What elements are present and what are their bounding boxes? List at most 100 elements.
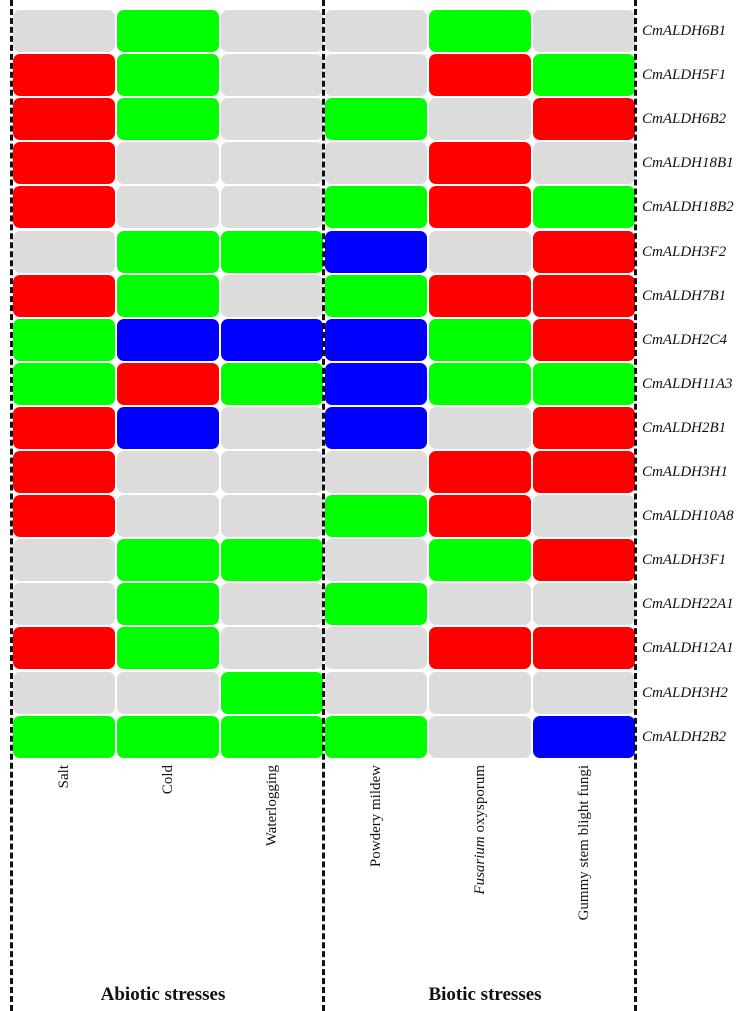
gene-label: CmALDH6B1 — [642, 23, 727, 39]
condition-label: Gummy stem blight fungi — [576, 765, 592, 920]
heatmap-cell — [221, 406, 323, 449]
heatmap-cell — [117, 186, 219, 229]
heatmap-cell — [533, 671, 635, 714]
heatmap-cell — [429, 539, 531, 582]
heatmap-cell — [13, 10, 115, 52]
heatmap-cell — [325, 406, 427, 449]
heatmap-cell — [533, 539, 635, 582]
heatmap-cell — [429, 274, 531, 317]
heatmap-cell — [117, 318, 219, 361]
heatmap-cell — [117, 715, 219, 758]
heatmap-cell — [221, 451, 323, 493]
gene-label: CmALDH6B2 — [642, 111, 727, 128]
heatmap-cell — [13, 318, 115, 361]
heatmap-cell — [221, 495, 323, 538]
heatmap-cell — [13, 98, 115, 141]
heatmap-cell — [221, 274, 323, 317]
condition-label-text: Salt — [56, 765, 72, 789]
heatmap-cell — [13, 230, 115, 273]
gene-label: CmALDH18B2 — [642, 199, 734, 216]
heatmap-cell — [13, 495, 115, 538]
condition-label-text: oxysporum — [472, 765, 488, 837]
heatmap-cell — [13, 715, 115, 758]
heatmap-cell — [13, 362, 115, 405]
heatmap-cell — [117, 142, 219, 185]
heatmap-cell — [429, 495, 531, 538]
heatmap-cell — [221, 627, 323, 670]
gene-label: CmALDH2B1 — [642, 419, 727, 436]
heatmap-cell — [533, 451, 635, 493]
heatmap-cell — [221, 539, 323, 582]
gene-label: CmALDH5F1 — [642, 67, 727, 84]
gene-label: CmALDH2B2 — [642, 728, 727, 745]
heatmap-cell — [429, 451, 531, 493]
heatmap-cell — [325, 715, 427, 758]
heatmap-cell — [533, 274, 635, 317]
gene-label: CmALDH3H1 — [642, 464, 728, 480]
heatmap-cell — [117, 54, 219, 97]
heatmap-cell — [325, 54, 427, 97]
heatmap-cell — [221, 230, 323, 273]
gene-label: CmALDH18B1 — [642, 155, 734, 172]
heatmap-cell — [221, 671, 323, 714]
heatmap-cell — [533, 98, 635, 141]
heatmap-cell — [117, 671, 219, 714]
heatmap-cell — [325, 495, 427, 538]
heatmap-cell — [429, 54, 531, 97]
group-label-abiotic: Abiotic stresses — [100, 984, 226, 1005]
heatmap-cell — [13, 671, 115, 714]
heatmap-cell — [325, 451, 427, 493]
gene-label: CmALDH22A1 — [642, 596, 734, 613]
middle-divider — [322, 0, 325, 1011]
condition-label-text: Waterlogging — [264, 765, 280, 847]
heatmap-cell — [117, 583, 219, 626]
gene-label: CmALDH3F2 — [642, 243, 727, 260]
heatmap-cell — [13, 54, 115, 97]
heatmap-cell — [429, 142, 531, 185]
heatmap-cell — [325, 671, 427, 714]
heatmap-cell — [429, 230, 531, 273]
gene-label: CmALDH7B1 — [642, 287, 727, 304]
heatmap-cell — [117, 10, 219, 52]
heatmap-cell — [533, 495, 635, 538]
heatmap-cell — [221, 583, 323, 626]
gene-label: CmALDH3F1 — [642, 552, 727, 569]
heatmap-cell — [325, 186, 427, 229]
heatmap-cell — [117, 627, 219, 670]
heatmap-cell — [13, 186, 115, 229]
heatmap-cell — [325, 142, 427, 185]
heatmap-cell — [221, 10, 323, 52]
gene-label: CmALDH3H2 — [642, 684, 728, 701]
heatmap-cell — [13, 142, 115, 185]
heatmap-cell — [117, 539, 219, 582]
heatmap-cell — [117, 98, 219, 141]
condition-label-text: Cold — [160, 765, 176, 795]
heatmap-cell — [429, 10, 531, 52]
heatmap-cell — [429, 362, 531, 405]
heatmap-cell — [533, 186, 635, 229]
heatmap-cell — [13, 274, 115, 317]
heatmap-cell — [325, 627, 427, 670]
heatmap-cell — [221, 142, 323, 185]
heatmap-cell — [429, 715, 531, 758]
heatmap-cell — [429, 627, 531, 670]
gene-label: CmALDH10A8 — [642, 508, 734, 525]
heatmap-cell — [13, 539, 115, 582]
heatmap-cell — [117, 406, 219, 449]
condition-label: Waterlogging — [264, 765, 280, 846]
heatmap-cell — [221, 362, 323, 405]
heatmap-cell — [325, 10, 427, 52]
heatmap-cell — [325, 318, 427, 361]
heatmap-cell — [429, 98, 531, 141]
heatmap-cell — [13, 583, 115, 626]
heatmap-cell — [533, 230, 635, 273]
heatmap-cell — [117, 362, 219, 405]
group-label-biotic: Biotic stresses — [428, 984, 542, 1005]
heatmap-cell — [533, 54, 635, 97]
heatmap-cell — [221, 54, 323, 97]
heatmap-cell — [533, 406, 635, 449]
heatmap-cell — [221, 98, 323, 141]
heatmap-cell — [533, 583, 635, 626]
right-divider — [634, 0, 637, 1011]
